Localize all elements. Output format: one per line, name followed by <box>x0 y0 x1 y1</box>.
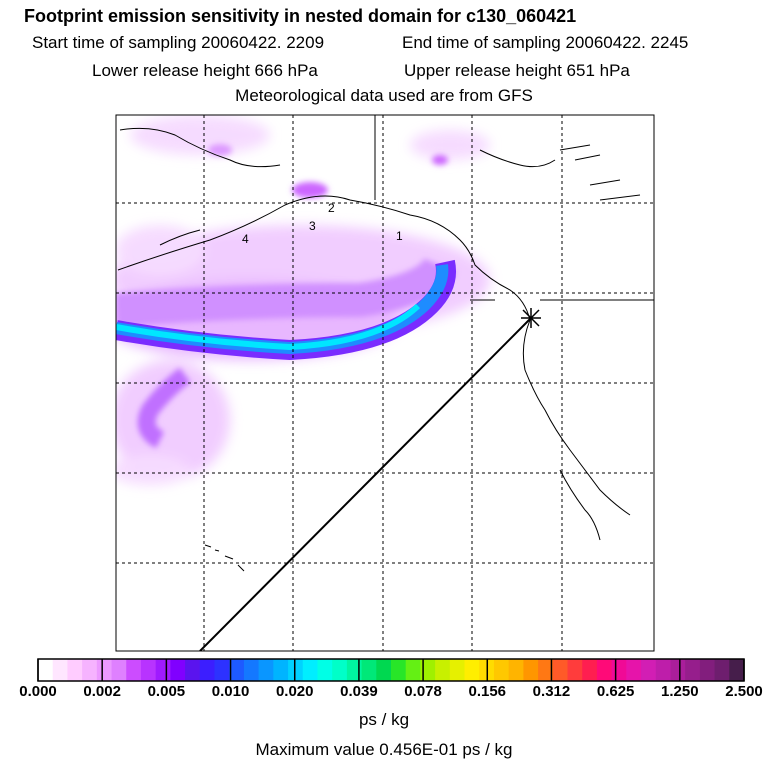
colorbar-tick-label: 0.000 <box>19 683 57 700</box>
colorbar-cell <box>52 659 68 681</box>
lower-release-label: Lower release height 666 hPa <box>92 61 318 80</box>
colorbar-cell <box>670 659 686 681</box>
colorbar-cell <box>685 659 701 681</box>
colorbar-cell <box>567 659 583 681</box>
colorbar-cell <box>96 659 113 681</box>
colorbar-cell <box>111 659 127 681</box>
colorbar-cell <box>552 659 568 681</box>
colorbar-tick-label: 0.010 <box>211 683 250 700</box>
colorbar-cell <box>435 659 451 681</box>
colorbar-cell <box>346 659 363 681</box>
colorbar-cell <box>582 659 598 681</box>
colorbar-cell <box>376 659 392 681</box>
colorbar-cell <box>420 659 436 681</box>
colorbar-units: ps / kg <box>358 710 410 729</box>
colorbar-cell <box>508 659 524 681</box>
upper-release-label: Upper release height 651 hPa <box>404 61 630 80</box>
colorbar-cell <box>243 659 260 681</box>
colorbar-tick-label: 0.078 <box>404 683 442 700</box>
map-frame <box>115 114 655 652</box>
end-time-label: End time of sampling 20060422. 2245 <box>402 33 689 52</box>
colorbar-tick-label: 0.156 <box>468 683 507 700</box>
colorbar-cell <box>317 659 333 681</box>
colorbar-cell <box>655 659 671 681</box>
emission-sensitivity-field <box>116 115 490 485</box>
max-value-label: Maximum value 0.456E-01 ps / kg <box>255 740 513 759</box>
colorbar-cell <box>140 659 157 681</box>
colorbar-cell <box>391 659 407 681</box>
colorbar-cell <box>332 659 348 681</box>
colorbar-cell <box>258 659 274 681</box>
colorbar-cell <box>199 659 215 681</box>
colorbar-tick-label: 2.500 <box>725 683 763 700</box>
colorbar-cell <box>38 659 54 681</box>
colorbar-cell <box>170 659 186 681</box>
colorbar-cell <box>273 659 289 681</box>
met-data-label: Meteorological data used are from GFS <box>235 86 533 105</box>
colorbar-cell <box>449 659 466 681</box>
colorbar-cell <box>641 659 657 681</box>
colorbar-tick-label: 0.312 <box>532 683 571 700</box>
colorbar-cell <box>714 659 730 681</box>
track-marker-2: 2 <box>328 201 335 215</box>
colorbar-cell <box>229 659 245 681</box>
track-marker-4: 4 <box>242 232 249 246</box>
chart-title: Footprint emission sensitivity in nested… <box>24 6 577 26</box>
colorbar-cell <box>185 659 201 681</box>
colorbar-cell <box>155 659 171 681</box>
colorbar-tick-label: 0.039 <box>340 683 378 700</box>
track-marker-1: 1 <box>396 229 403 243</box>
colorbar-cell <box>464 659 480 681</box>
colorbar-cell <box>626 659 642 681</box>
colorbar-cell <box>361 659 377 681</box>
colorbar-cell <box>288 659 304 681</box>
colorbar-cell <box>405 659 421 681</box>
colorbar-tick-label: 0.002 <box>83 683 121 700</box>
colorbar-tick-label: 0.005 <box>147 683 186 700</box>
colorbar-cell <box>523 659 539 681</box>
start-time-label: Start time of sampling 20060422. 2209 <box>32 33 325 52</box>
colorbar-cell <box>493 659 510 681</box>
colorbar-tick-label: 0.625 <box>596 683 635 700</box>
colorbar-tick-label: 0.020 <box>275 683 314 700</box>
colorbar-cell <box>699 659 716 681</box>
colorbar-cell <box>82 659 98 681</box>
flight-track <box>199 317 532 651</box>
colorbar-cell <box>596 659 613 681</box>
coastlines <box>117 115 654 572</box>
colorbar-cell <box>729 659 745 681</box>
colorbar-cell <box>611 659 627 681</box>
colorbar-cell <box>538 659 554 681</box>
track-marker-3: 3 <box>309 219 316 233</box>
colorbar-cell <box>302 659 318 681</box>
colorbar-cell <box>126 659 142 681</box>
colorbar-tick-label: 1.250 <box>661 683 699 700</box>
colorbar-cell <box>214 659 230 681</box>
receptor-marker <box>521 308 541 328</box>
lat-lon-grid <box>116 115 654 651</box>
colorbar-cell <box>67 659 83 681</box>
